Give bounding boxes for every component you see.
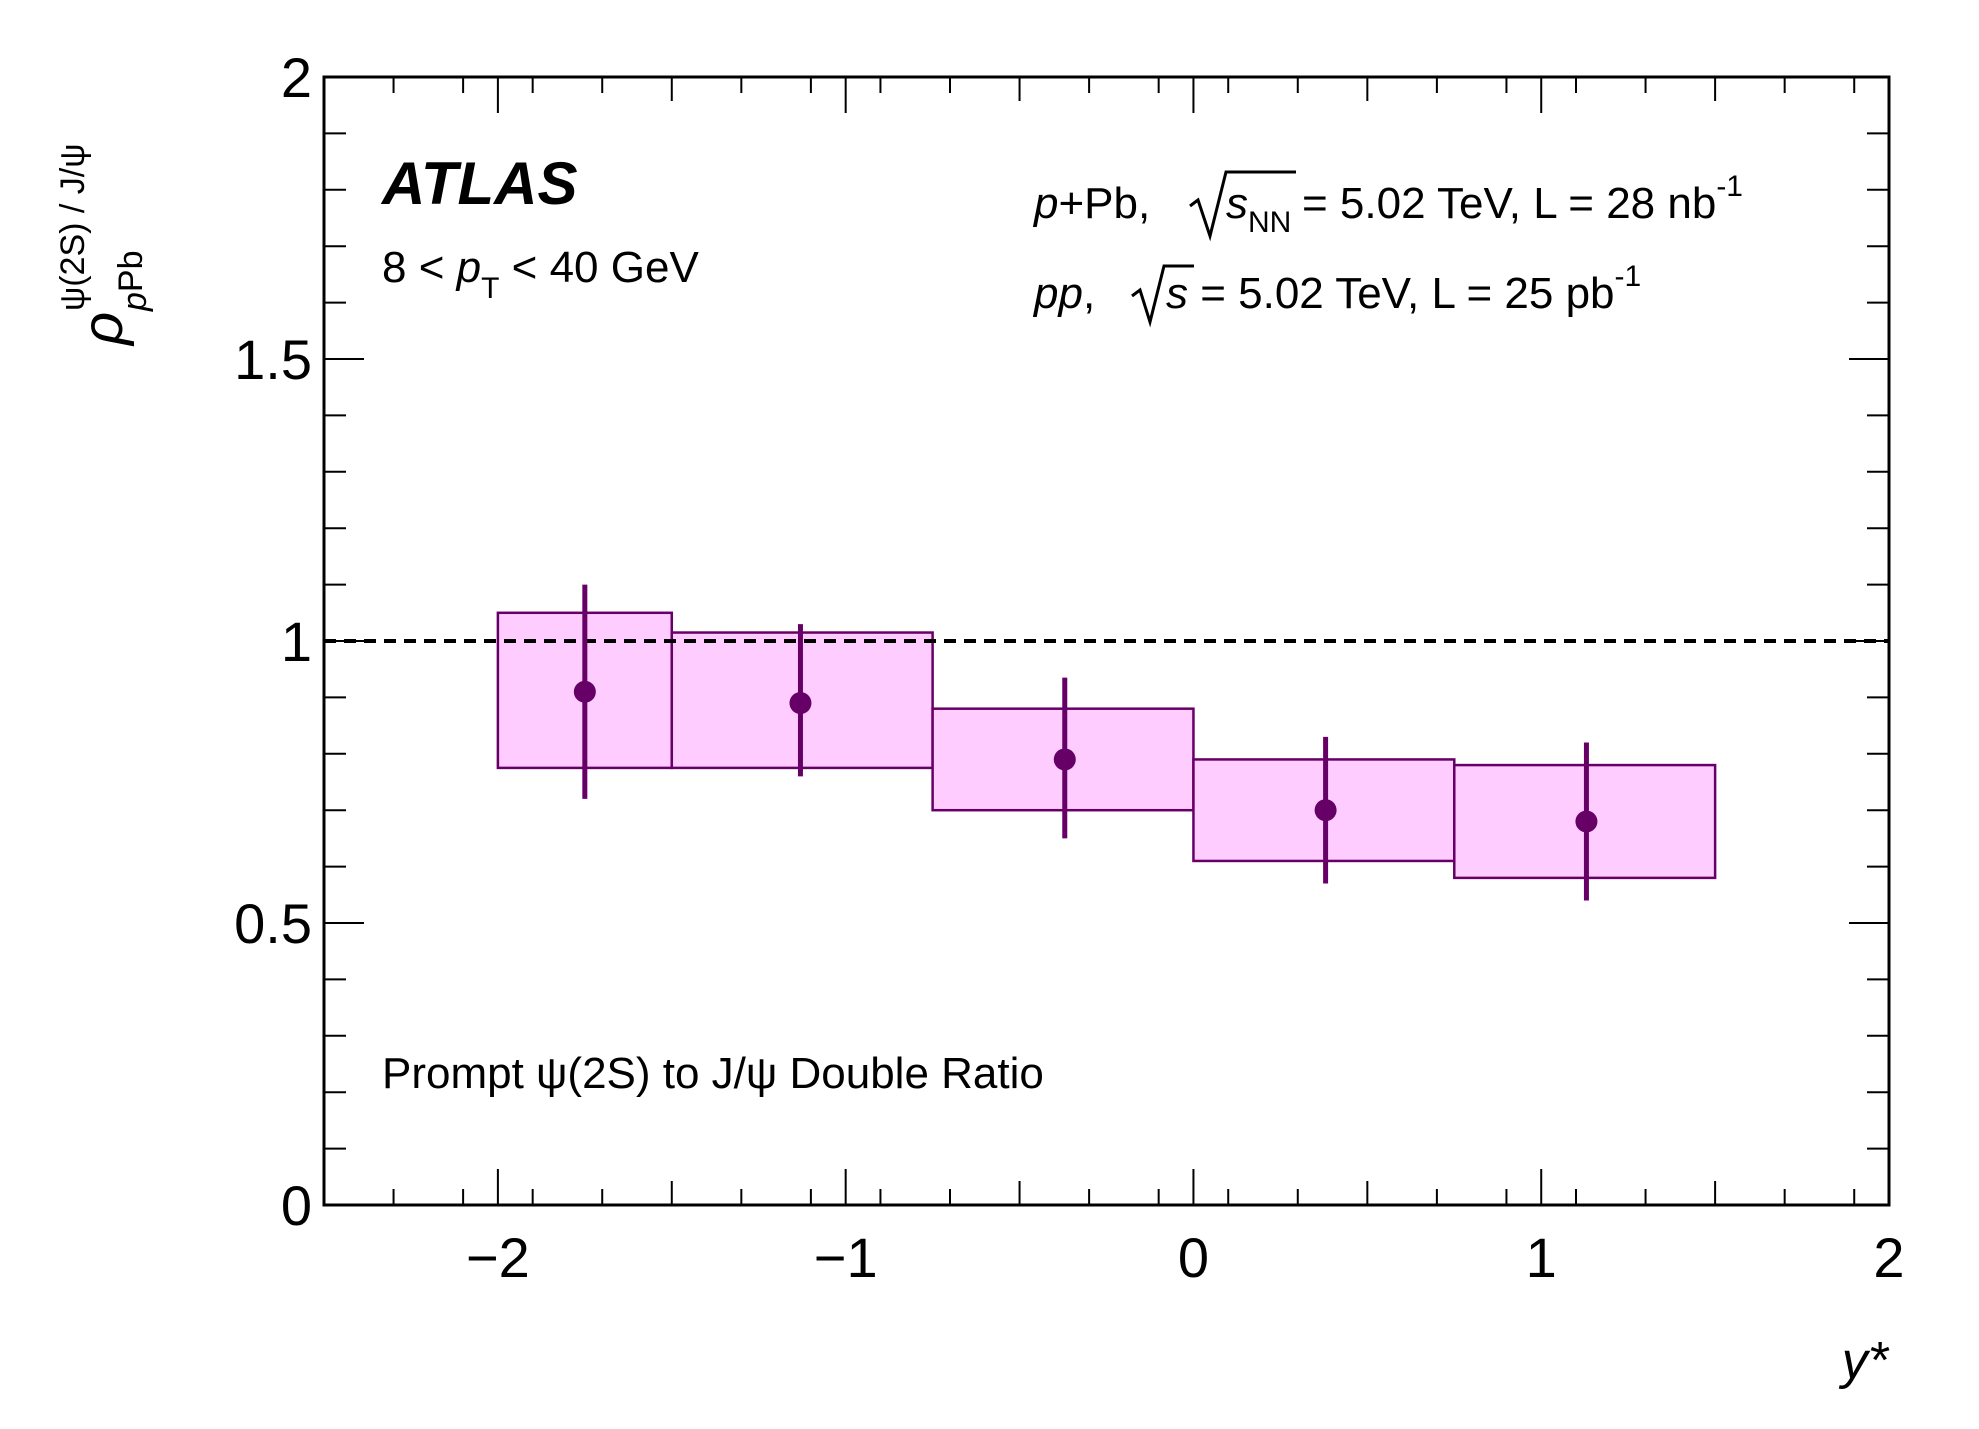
pp-sqrt-symbol: s: [1166, 269, 1188, 318]
svg-text:pp,: pp,: [1032, 269, 1095, 318]
svg-text:= 5.02 TeV, L = 28 nb-1: = 5.02 TeV, L = 28 nb-1: [1302, 170, 1743, 228]
data-point-1: [789, 692, 812, 715]
plot-label: Prompt ψ(2S) to J/ψ Double Ratio: [382, 1049, 1044, 1098]
pt-range-prefix: 8 <: [382, 243, 457, 292]
ppb-lumi-exponent: -1: [1716, 170, 1743, 203]
ppb-sqrt-sign: [1189, 170, 1296, 242]
x-tick-label-4: 2: [1873, 1226, 1904, 1289]
x-axis-title: y*: [1839, 1332, 1890, 1390]
data-layer: [324, 584, 1889, 901]
x-tick-label-3: 1: [1526, 1226, 1557, 1289]
data-point-0: [573, 680, 596, 703]
y-axis-title-rho: ρ: [70, 312, 135, 347]
y-tick-label-1: 0.5: [234, 892, 312, 955]
pp-sqrt-sign: [1131, 264, 1194, 328]
pt-subscript: T: [481, 272, 499, 305]
svg-text:s = 5.02 TeV, L = 25 pb-1: s = 5.02 TeV, L = 25 pb-1: [1166, 260, 1641, 318]
data-point-2: [1053, 748, 1076, 771]
y-tick-label-3: 1.5: [234, 328, 312, 391]
svg-text:p+Pb,: p+Pb,: [1032, 179, 1150, 228]
ppb-sqrt-subscript: NN: [1248, 206, 1291, 239]
x-tick-label-1: −1: [814, 1226, 878, 1289]
pp-condition-label: pp, s = 5.02 TeV, L = 25 pb-1: [1032, 260, 1641, 328]
ppb-condition-label: p+Pb, sNN = 5.02 TeV, L = 28 nb-1: [1032, 170, 1743, 242]
y-tick-label-4: 2: [281, 46, 312, 109]
x-tick-label-2: 0: [1178, 1226, 1209, 1289]
ppb-system: p: [1032, 179, 1058, 228]
data-point-3: [1314, 799, 1337, 822]
ppb-system-rest: +Pb,: [1058, 179, 1150, 228]
atlas-label: ATLAS: [380, 150, 578, 217]
y-axis-title-subscript-pb: Pb: [112, 250, 150, 292]
pt-symbol: p: [455, 243, 481, 292]
pp-energy: = 5.02 TeV, L = 25 pb: [1188, 269, 1615, 318]
ppb-sqrt-symbol: s: [1226, 179, 1248, 228]
y-axis-title-subscript: pPb: [112, 250, 154, 312]
svg-text:sNN: sNN: [1226, 179, 1291, 239]
ppb-energy: = 5.02 TeV, L = 28 nb: [1302, 179, 1716, 228]
pt-range-label: 8 < pT < 40 GeV: [382, 243, 699, 305]
data-point-4: [1575, 810, 1598, 833]
tick-layer: [324, 77, 1889, 1205]
x-tick-label-0: −2: [466, 1226, 530, 1289]
pp-sep: ,: [1083, 269, 1095, 318]
y-tick-label-0: 0: [281, 1174, 312, 1237]
y-tick-label-2: 1: [281, 610, 312, 673]
pt-range-suffix: < 40 GeV: [499, 243, 699, 292]
y-axis-title: ρ ψ(2S) / J/ψ pPb: [54, 144, 154, 348]
pp-system: pp: [1032, 269, 1083, 318]
tick-label-layer: −2 −1 0 1 2 0 0.5 1 1.5 2: [234, 46, 1904, 1289]
pp-lumi-exponent: -1: [1615, 260, 1642, 293]
y-axis-title-superscript: ψ(2S) / J/ψ: [54, 144, 92, 312]
y-axis-title-subscript-p: p: [116, 292, 154, 312]
